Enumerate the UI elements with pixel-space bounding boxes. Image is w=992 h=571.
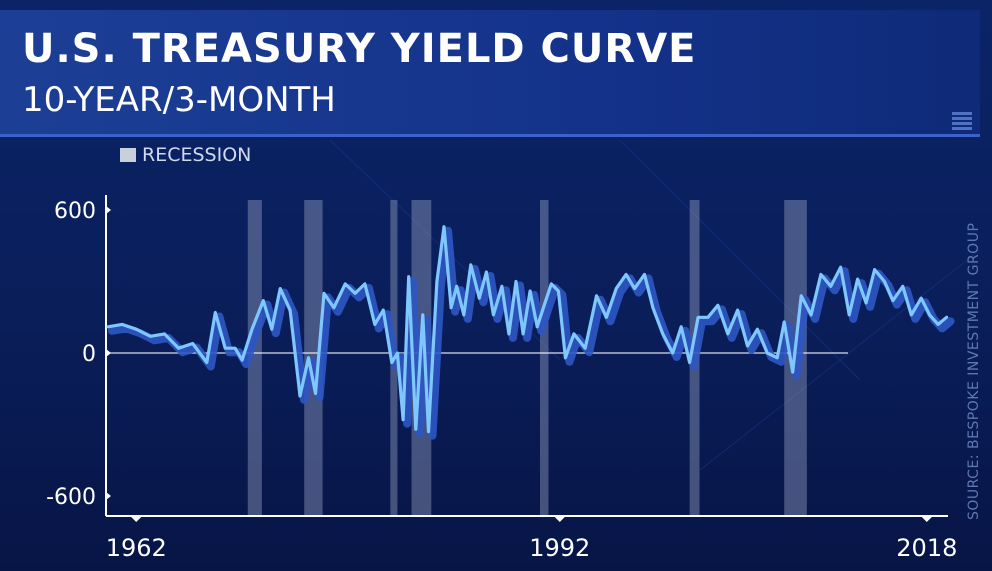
y-tick-mark <box>106 206 111 214</box>
tick-labels: 600 0 -600 1962 1992 2018 <box>46 199 957 562</box>
y-tick-mark <box>106 492 111 500</box>
y-tick-label: 600 <box>54 199 96 224</box>
page-title: U.S. TREASURY YIELD CURVE <box>22 26 697 72</box>
series-lines <box>106 225 955 440</box>
legend-label: RECESSION <box>142 144 252 166</box>
x-tick-mark <box>553 516 566 522</box>
series-line-shadow <box>108 226 955 440</box>
recession-band <box>247 200 262 516</box>
header-band <box>0 10 980 134</box>
header-underline <box>0 134 980 137</box>
x-tick-label: 1992 <box>529 534 590 562</box>
source-note: SOURCE: BESPOKE INVESTMENT GROUP <box>966 222 982 520</box>
y-tick-label: 0 <box>82 342 96 367</box>
x-tick-label: 1962 <box>106 534 167 562</box>
y-tick-label: -600 <box>46 485 96 510</box>
series-line <box>106 225 949 434</box>
page-subtitle: 10-YEAR/3-MONTH <box>22 80 336 120</box>
recession-band <box>540 200 549 516</box>
header-corner-stripes-icon <box>952 112 972 130</box>
y-tick-mark <box>106 349 111 357</box>
legend: RECESSION <box>120 144 251 166</box>
recession-swatch-icon <box>120 148 136 162</box>
x-tick-mark <box>130 516 143 522</box>
x-tick-mark <box>920 516 933 522</box>
x-tick-label: 2018 <box>896 534 957 562</box>
